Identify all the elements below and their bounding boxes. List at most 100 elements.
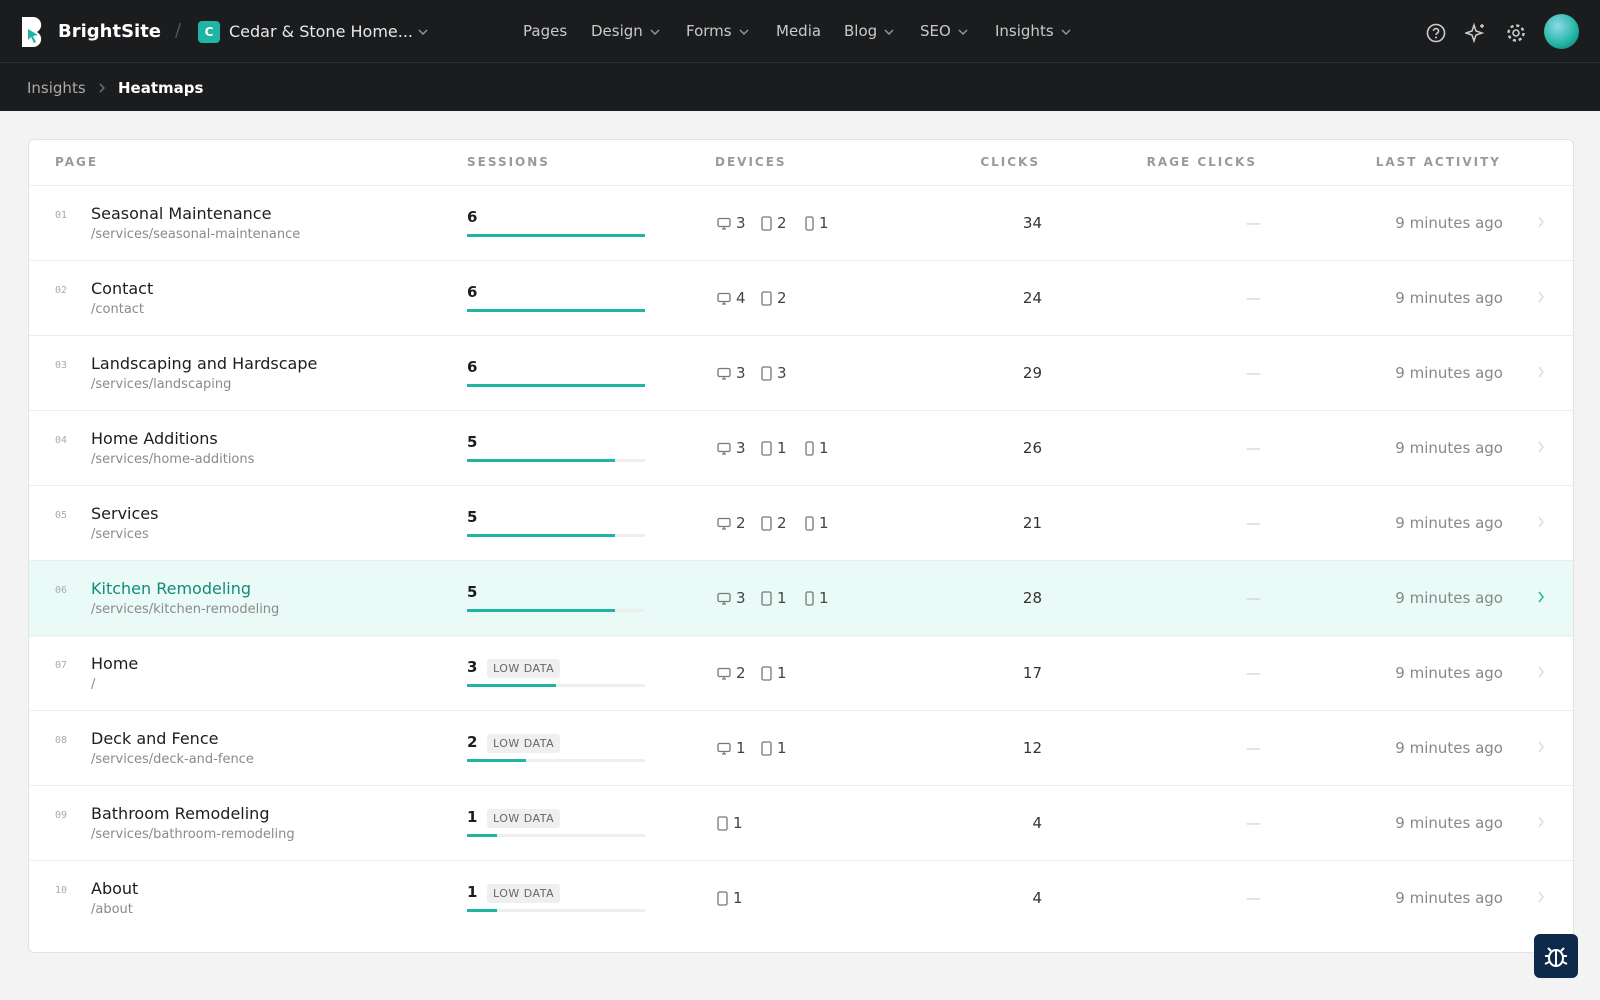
row-chevron <box>1537 739 1545 758</box>
column-header: SESSIONS <box>467 155 550 169</box>
menu-item[interactable]: Forms <box>686 22 749 40</box>
menu-item[interactable]: Pages <box>523 22 568 40</box>
last-activity: 9 minutes ago <box>1395 289 1503 307</box>
device-count: 1 <box>777 739 787 757</box>
desktop-count: 1 <box>717 739 746 757</box>
chevron <box>884 29 894 35</box>
sessions-track <box>467 834 645 837</box>
device-count: 2 <box>777 214 787 232</box>
last-activity: 9 minutes ago <box>1395 214 1503 232</box>
help-icon[interactable] <box>1425 22 1447 44</box>
table-row[interactable]: 05 Services/services 5 2 2 1 21—9 minutes ago <box>29 485 1573 562</box>
table-row[interactable]: 01 Seasonal Maintenance/services/seasonal… <box>29 185 1573 262</box>
sessions-bar <box>467 309 645 312</box>
rage-clicks: — <box>1246 514 1261 532</box>
device-count: 3 <box>736 364 746 382</box>
table-row[interactable]: 02 Contact/contact 6 4 2 24 — 9 minutes ago <box>29 260 1573 337</box>
menu-item[interactable]: SEO <box>920 22 968 40</box>
table-row[interactable]: 06 Kitchen Remodeling/services/kitchen-re… <box>29 560 1573 637</box>
chevron <box>650 29 660 35</box>
page-path: /services/landscaping <box>91 377 232 392</box>
sessions-track <box>467 309 645 312</box>
menu-item[interactable]: Media <box>776 22 822 40</box>
mobile-count: 1 <box>805 514 829 532</box>
table-row[interactable]: 03 Landscaping and Hardscape/services/lan… <box>29 335 1573 412</box>
breadcrumb-current: Heatmaps <box>118 79 204 97</box>
low-data-badge: LOW DATA <box>487 809 561 828</box>
tablet-count: 1 <box>761 589 787 607</box>
sessions-track <box>467 909 645 912</box>
avatar[interactable] <box>1544 14 1579 49</box>
chevron <box>1061 29 1071 35</box>
page-path: /services/deck-and-fence <box>91 752 254 767</box>
sessions-count: 5 <box>467 433 478 451</box>
menu-item[interactable]: Insights <box>995 22 1071 40</box>
clicks: 12 <box>1022 739 1042 757</box>
sessions-track <box>467 684 645 687</box>
device-count: 1 <box>733 814 743 832</box>
sessions-track <box>467 609 645 612</box>
chevron <box>958 29 968 35</box>
row-chevron <box>1537 589 1545 608</box>
desktop-count: 2 <box>717 664 746 682</box>
ai-icon[interactable] <box>1465 22 1487 44</box>
table-row[interactable]: 09 Bathroom Remodeling/services/bathroom-… <box>29 785 1573 862</box>
tablet-count: 1 <box>717 889 743 907</box>
rage-clicks: — <box>1246 814 1261 832</box>
last-activity: 9 minutes ago <box>1395 589 1503 607</box>
sessions-track <box>467 384 645 387</box>
rage-clicks: — <box>1246 739 1261 757</box>
sessions-count: 1 <box>467 808 478 826</box>
table-row[interactable]: 04 Home Additions/services/home-additions… <box>29 410 1573 487</box>
page-title: Bathroom Remodeling <box>91 804 270 823</box>
top-bar: BrightSite / C Cedar & Stone Home... Pag… <box>0 0 1600 63</box>
tablet-count: 3 <box>761 364 787 382</box>
brand[interactable]: BrightSite <box>58 21 162 42</box>
device-count: 1 <box>777 664 787 682</box>
low-data-badge: LOW DATA <box>487 884 561 903</box>
column-header: RAGE CLICKS <box>1146 155 1257 169</box>
table-row[interactable]: 08 Deck and Fence/services/deck-and-fence… <box>29 710 1573 787</box>
page-path: /services/home-additions <box>91 452 255 467</box>
page-title: About <box>91 879 139 898</box>
device-count: 1 <box>777 439 787 457</box>
table-row[interactable]: 07 Home / 3 LOW DATA 2 1 17 — 9 minutes ago <box>29 635 1573 712</box>
row-chevron <box>1537 439 1545 458</box>
clicks: 4 <box>1032 814 1042 832</box>
row-chevron <box>1537 889 1545 908</box>
column-header: LAST ACTIVITY <box>1375 155 1501 169</box>
mobile-count: 1 <box>805 214 829 232</box>
site-switcher[interactable]: Cedar & Stone Home... <box>229 22 413 41</box>
chevron <box>418 29 428 35</box>
sessions-count: 6 <box>467 283 478 301</box>
rage-clicks: — <box>1246 664 1261 682</box>
mobile-count: 1 <box>805 589 829 607</box>
breadcrumb-link[interactable]: Insights <box>27 79 86 97</box>
table-row[interactable]: 10 About/about 1 LOW DATA 1 4 — 9 minutes ago <box>29 860 1573 937</box>
menu-item[interactable]: Blog <box>844 22 894 40</box>
tablet-count: 1 <box>761 439 787 457</box>
row-index: 06 <box>55 585 68 596</box>
desktop-count: 3 <box>717 364 746 382</box>
row-index: 04 <box>55 435 68 446</box>
tablet-count: 2 <box>761 514 787 532</box>
breadcrumb-separator <box>99 83 105 93</box>
clicks: 4 <box>1032 889 1042 907</box>
clicks: 17 <box>1022 664 1042 682</box>
bug-report-button[interactable] <box>1534 934 1578 978</box>
page-path: / <box>91 677 96 692</box>
rage-clicks: — <box>1246 364 1261 382</box>
tablet-count: 1 <box>717 814 743 832</box>
menu-item[interactable]: Design <box>591 22 660 40</box>
tablet-count: 1 <box>761 664 787 682</box>
settings-icon[interactable] <box>1505 22 1527 44</box>
page-title: Contact <box>91 279 154 298</box>
row-index: 05 <box>55 510 68 521</box>
page-path: /about <box>91 902 133 917</box>
device-count: 2 <box>736 664 746 682</box>
page-path: /services/seasonal-maintenance <box>91 227 301 242</box>
desktop-count: 3 <box>717 589 746 607</box>
row-index: 02 <box>55 285 68 296</box>
row-chevron <box>1537 214 1545 233</box>
